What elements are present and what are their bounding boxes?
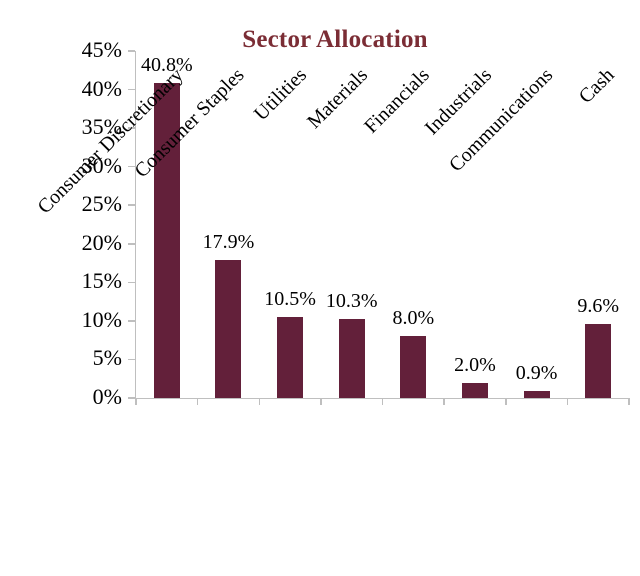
x-axis-label: Cash	[574, 64, 619, 108]
x-axis-tick	[135, 398, 137, 405]
y-axis-tick	[127, 88, 135, 91]
bar	[153, 83, 180, 398]
x-axis-tick	[196, 398, 199, 405]
x-axis-tick	[443, 398, 445, 405]
y-axis-label: 25%	[81, 191, 122, 217]
y-axis-label: 45%	[81, 36, 122, 62]
y-axis-tick	[127, 50, 135, 52]
y-axis-label: 35%	[81, 114, 122, 140]
y-axis-label: 40%	[81, 75, 122, 101]
bar-value-label: 8.0%	[392, 307, 435, 330]
bar	[461, 382, 488, 398]
y-axis-tick	[127, 397, 135, 399]
bar-value-label: 40.8%	[140, 54, 193, 77]
bar-value-label: 2.0%	[454, 353, 496, 376]
bar	[338, 318, 365, 398]
y-axis-tick	[127, 204, 135, 206]
bar-value-label: 17.9%	[202, 230, 255, 253]
y-axis-label: 15%	[81, 268, 122, 294]
bar	[277, 317, 304, 398]
x-axis-tick	[258, 398, 260, 405]
bar-value-label: 10.5%	[264, 288, 316, 311]
bar	[523, 391, 550, 398]
y-axis-tick	[127, 358, 135, 361]
bar	[585, 323, 612, 398]
y-axis-tick	[127, 165, 135, 168]
y-axis-label: 30%	[81, 152, 122, 178]
bar	[400, 336, 427, 398]
y-axis-label: 0%	[92, 383, 122, 409]
x-axis-tick	[628, 398, 630, 405]
y-axis-tick	[127, 127, 135, 129]
x-axis-tick	[566, 398, 569, 405]
plot-area: 40.8% Consumer Discretionary 17.9% Consumer…	[33, 50, 630, 405]
y-axis-label: 5%	[92, 345, 122, 371]
bar-value-label: 0.9%	[515, 362, 558, 385]
x-axis-tick	[381, 398, 384, 405]
chart-title: Sector Allocation	[242, 26, 428, 53]
y-axis-tick	[127, 243, 135, 245]
x-axis-tick	[320, 398, 322, 405]
y-axis-tick	[127, 281, 135, 284]
bar-value-label: 9.6%	[577, 294, 620, 317]
bar-value-label: 10.3%	[325, 289, 378, 312]
x-axis-tick	[505, 398, 507, 405]
y-axis-label: 10%	[81, 306, 122, 332]
y-axis-label: 20%	[81, 229, 122, 255]
y-axis-tick	[127, 320, 135, 322]
bar	[215, 259, 242, 398]
x-axis-label: Consumer Staples	[130, 64, 249, 183]
